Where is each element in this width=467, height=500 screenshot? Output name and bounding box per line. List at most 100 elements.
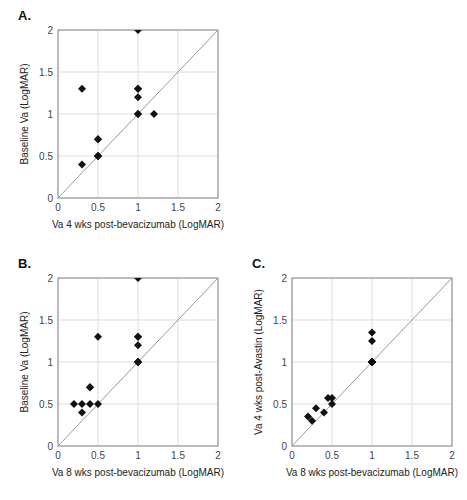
point (368, 358, 376, 366)
point (134, 341, 142, 349)
point (368, 337, 376, 345)
point (134, 333, 142, 341)
point (368, 358, 376, 366)
axis-label: Baseline Va (LogMAR) (19, 312, 30, 413)
axis-label: Va 4 wks post-Avastin (LogMAR) (253, 289, 264, 435)
tick-label: 1.5 (273, 315, 287, 326)
tick-label: 0 (55, 202, 61, 213)
point (134, 110, 142, 118)
tick-label: 1.5 (39, 67, 53, 78)
point (134, 358, 142, 366)
plot-frame (58, 30, 218, 198)
panel-label: B. (18, 256, 31, 271)
tick-label: 0 (47, 193, 53, 204)
point (134, 358, 142, 366)
tick-label: 1.5 (171, 450, 185, 461)
grid-line (292, 320, 452, 321)
point (94, 400, 102, 408)
panel: 0 0.5 1 1.5 2 0 0.5 1 1.5 2 Va 8 wks post-bevacizu… (18, 256, 224, 478)
point (134, 358, 142, 366)
tick-label: 0 (47, 441, 53, 452)
marks (292, 278, 452, 446)
grid-line (58, 72, 218, 73)
point (86, 400, 94, 408)
tick-label: 0 (55, 450, 61, 461)
tick-label: 2 (281, 273, 287, 284)
point (368, 358, 376, 366)
figure: 0 0.5 1 1.5 2 0 0.5 1 1.5 2 Va 4 wks post-bevacizu… (0, 0, 467, 500)
plot-area (292, 278, 452, 446)
axis-label: Va 4 wks post-bevacizumab (LogMAR) (52, 219, 224, 230)
point (134, 85, 142, 93)
point (94, 152, 102, 160)
point (134, 85, 142, 93)
plot-frame (292, 278, 452, 446)
tick-label: 2 (47, 273, 53, 284)
panel: 0 0.5 1 1.5 2 0 0.5 1 1.5 2 Va 4 wks post-bevacizu… (18, 8, 224, 230)
plot-frame (58, 278, 218, 446)
tick-label: 0 (281, 441, 287, 452)
axis-label: Va 8 wks post-bevacizumab (LogMAR) (52, 467, 224, 478)
point (368, 358, 376, 366)
identity-line (292, 278, 452, 446)
tick-label: 1 (369, 450, 375, 461)
point (86, 383, 94, 391)
point (320, 408, 328, 416)
tick-label: 0.5 (325, 450, 339, 461)
identity-line (58, 278, 218, 446)
point (134, 333, 142, 341)
point (94, 135, 102, 143)
point (134, 278, 142, 282)
point (78, 160, 86, 168)
point (312, 404, 320, 412)
panel-label: C. (252, 256, 265, 271)
tick-label: 0.5 (91, 450, 105, 461)
plot-area (58, 278, 218, 446)
identity-line (58, 30, 218, 198)
marks (58, 30, 218, 198)
axis-label: Va 8 wks post-bevacizumab (LogMAR) (286, 467, 458, 478)
point (134, 30, 142, 34)
tick-label: 2 (449, 450, 455, 461)
tick-label: 1.5 (171, 202, 185, 213)
grid-line (58, 320, 218, 321)
point (368, 329, 376, 337)
tick-label: 0.5 (273, 399, 287, 410)
tick-label: 1 (47, 109, 53, 120)
tick-label: 0.5 (39, 151, 53, 162)
tick-label: 1.5 (405, 450, 419, 461)
point (94, 333, 102, 341)
point (328, 400, 336, 408)
tick-label: 1 (47, 357, 53, 368)
plot-area (58, 30, 218, 198)
point (94, 152, 102, 160)
axis-label: Baseline Va (LogMAR) (19, 64, 30, 165)
point (94, 135, 102, 143)
tick-label: 2 (215, 202, 221, 213)
point (86, 383, 94, 391)
tick-label: 1 (135, 450, 141, 461)
grid-line (58, 156, 218, 157)
point (368, 358, 376, 366)
point (150, 110, 158, 118)
tick-label: 0 (289, 450, 295, 461)
point (134, 110, 142, 118)
tick-label: 0.5 (39, 399, 53, 410)
point (70, 400, 78, 408)
point (134, 93, 142, 101)
point (368, 358, 376, 366)
panel: 0 0.5 1 1.5 2 0 0.5 1 1.5 2 Va 8 wks post-bevacizu… (252, 256, 458, 478)
panel-label: A. (18, 8, 31, 23)
tick-label: 1 (281, 357, 287, 368)
tick-label: 1.5 (39, 315, 53, 326)
point (78, 408, 86, 416)
tick-label: 2 (47, 25, 53, 36)
tick-label: 0.5 (91, 202, 105, 213)
tick-label: 2 (215, 450, 221, 461)
point (78, 400, 86, 408)
tick-label: 1 (135, 202, 141, 213)
point (78, 85, 86, 93)
point (308, 417, 316, 425)
marks (58, 278, 218, 446)
point (94, 152, 102, 160)
